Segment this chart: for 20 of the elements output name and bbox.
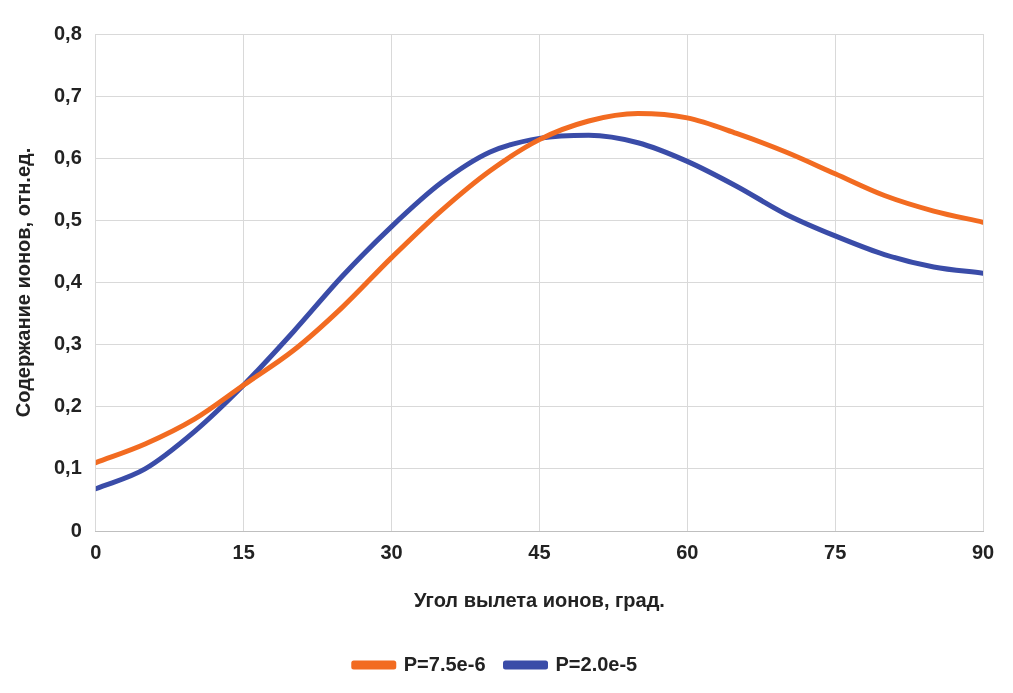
legend-label: P=7.5e-6 — [403, 652, 486, 675]
y-tick-label: 0,7 — [53, 83, 82, 106]
y-tick-label: 0,2 — [53, 394, 82, 417]
x-tick-label: 0 — [90, 540, 102, 563]
y-tick-label: 0,6 — [53, 145, 82, 168]
x-tick-label: 15 — [232, 540, 255, 563]
legend-label: P=2.0e-5 — [555, 652, 638, 675]
x-tick-label: 75 — [824, 540, 847, 563]
y-tick-label: 0,1 — [53, 456, 82, 479]
x-tick-label: 90 — [971, 540, 995, 563]
x-tick-label: 60 — [676, 540, 699, 563]
y-tick-label: 0,8 — [53, 21, 82, 44]
x-axis-title: Угол вылета ионов, град. — [413, 588, 665, 611]
y-axis-title: Содержание ионов, отн.ед. — [11, 147, 34, 418]
y-tick-label: 0 — [70, 518, 82, 541]
x-tick-label: 30 — [380, 540, 403, 563]
y-tick-label: 0,3 — [53, 332, 82, 355]
y-tick-label: 0,4 — [53, 270, 83, 293]
x-tick-label: 45 — [528, 540, 551, 563]
y-tick-label: 0,5 — [53, 207, 82, 230]
